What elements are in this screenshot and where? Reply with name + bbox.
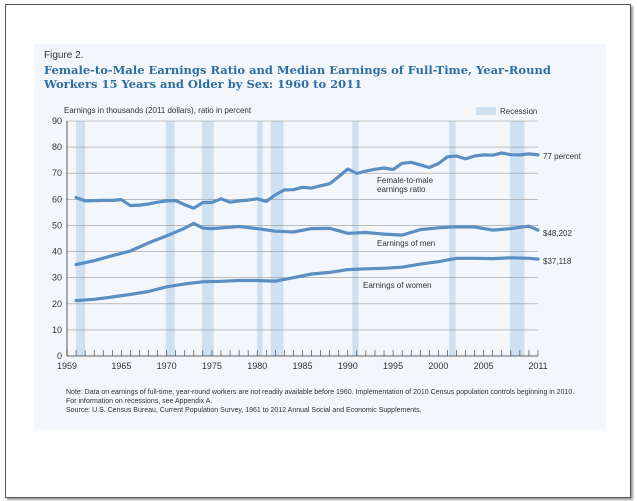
- x-tick-label: 1990: [338, 361, 358, 371]
- y-tick-label: 20: [52, 299, 62, 309]
- y-tick-label: 0: [57, 351, 62, 361]
- series-label-ratio-line2: earnings ratio: [377, 185, 426, 194]
- y-tick-label: 40: [52, 247, 62, 257]
- series-line-1: [74, 221, 540, 267]
- recession-band: [257, 121, 263, 356]
- y-tick-label: 30: [52, 273, 62, 283]
- recession-band: [509, 121, 525, 356]
- figure-source: Source: U.S. Census Bureau, Current Popu…: [66, 407, 422, 414]
- series-line-2: [74, 256, 540, 303]
- y-tick-label: 80: [52, 142, 62, 152]
- figure-title: Female-to-Male Earnings Ratio and Median…: [44, 63, 551, 91]
- x-tick-label: 2011: [528, 361, 547, 371]
- y-tick-label: 70: [52, 168, 62, 178]
- recession-band: [165, 121, 175, 356]
- series-lines: [74, 151, 540, 303]
- series-label-ratio-line1: Female-to-male: [377, 176, 434, 185]
- series-label-women: Earnings of women: [363, 281, 431, 290]
- x-tick-label: 1965: [111, 361, 131, 371]
- y-tick-label: 10: [52, 325, 62, 335]
- y-axis-label: Earnings in thousands (2011 dollars), ra…: [64, 106, 252, 115]
- x-tick-label: 1995: [383, 361, 403, 371]
- grid-lines: [67, 120, 538, 331]
- figure-note: Note: Data on earnings of full-time, yea…: [66, 389, 575, 405]
- x-tick-label: 1970: [157, 361, 177, 371]
- recession-band: [201, 121, 214, 356]
- series-label-men: Earnings of men: [377, 239, 435, 248]
- recession-band: [76, 121, 86, 356]
- x-tick-label: 1980: [247, 361, 267, 371]
- x-tick-label: 1959: [57, 361, 77, 371]
- recession-band: [270, 121, 284, 356]
- legend-recession-swatch: [476, 107, 496, 115]
- recession-bands: [76, 121, 525, 356]
- labels: Earnings in thousands (2011 dollars), ra…: [64, 106, 582, 290]
- x-tick-label: 1985: [292, 361, 312, 371]
- y-tick-label: 90: [52, 116, 62, 126]
- series-end-label-ratio: 77 percent: [543, 152, 582, 161]
- x-tick-label: 2000: [428, 361, 448, 371]
- recession-band: [352, 121, 359, 356]
- y-tick-label: 60: [52, 194, 62, 204]
- axes: 0 10 20 30 40 50 60 70 80 90 1959 1965 1970 1975 1980 1…: [52, 116, 548, 371]
- legend-recession-label: Recession: [500, 107, 537, 116]
- y-tick-label: 50: [52, 220, 62, 230]
- x-tick-label: 1975: [202, 361, 222, 371]
- series-line-0: [74, 151, 540, 210]
- figure-label: Figure 2.: [44, 50, 84, 61]
- recession-band: [449, 121, 456, 356]
- series-end-label-men: $48,202: [543, 229, 572, 238]
- x-tick-label: 2005: [474, 361, 494, 371]
- series-end-label-women: $37,118: [543, 257, 572, 266]
